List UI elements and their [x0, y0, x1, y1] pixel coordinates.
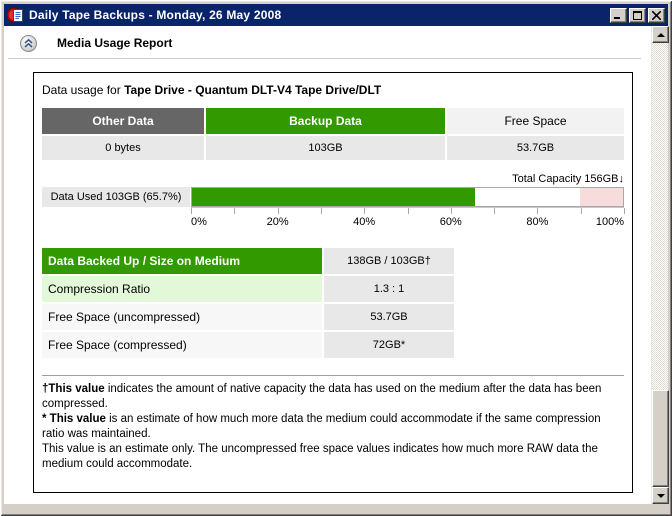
header-divider [8, 58, 641, 59]
axis-tick [191, 208, 192, 214]
report-header: Media Usage Report [4, 26, 651, 52]
detail-label-compression: Compression Ratio [42, 276, 322, 302]
usage-header-0: Other Data [42, 108, 204, 134]
usage-header-1: Backup Data [206, 108, 445, 134]
usage-header-row: Other Data Backup Data Free Space [42, 108, 624, 134]
axis-tick [277, 208, 279, 214]
maximize-button[interactable] [629, 7, 646, 23]
axis-tick [320, 208, 322, 214]
detail-label-backed-up: Data Backed Up / Size on Medium [42, 248, 322, 274]
footnote-asterisk: * This value is an estimate of how much … [42, 413, 601, 440]
footnote-dagger: †This value indicates the amount of nati… [42, 383, 602, 410]
axis-tick [624, 208, 625, 214]
usage-value-backup-data: 103GB [206, 136, 445, 160]
usage-header-2: Free Space [447, 108, 624, 134]
media-details-table: Data Backed Up / Size on Medium 138GB / … [42, 248, 624, 358]
usage-summary-table: Other Data Backup Data Free Space 0 byte… [42, 108, 624, 160]
usage-value-free-space: 53.7GB [447, 136, 624, 160]
axis-tick [234, 208, 236, 214]
window-title: Daily Tape Backups - Monday, 26 May 2008 [29, 8, 282, 22]
axis-tick [580, 208, 582, 214]
detail-value-free-compressed: 72GB* [324, 332, 454, 358]
double-chevron-up-icon [24, 38, 33, 48]
detail-label-free-compressed: Free Space (compressed) [42, 332, 322, 358]
footnotes: †This value indicates the amount of nati… [42, 382, 624, 472]
arrow-down-icon [656, 493, 665, 498]
footnote-divider [42, 375, 624, 376]
axis-tick [450, 208, 452, 214]
media-usage-panel: Data usage for Tape Drive - Quantum DLT-… [33, 72, 633, 493]
scroll-up-button[interactable] [652, 26, 669, 43]
title-bar[interactable]: Daily Tape Backups - Monday, 26 May 2008 [4, 4, 668, 26]
intro-device-name: Tape Drive - Quantum DLT-V4 Tape Drive/D… [124, 83, 382, 97]
bar-warning-segment [579, 188, 623, 206]
usage-gauge-bar [191, 187, 624, 207]
detail-value-free-uncompressed: 53.7GB [324, 304, 454, 330]
report-document-icon [6, 7, 25, 23]
axis-tick-label: 60% [439, 216, 462, 228]
usage-value-other-data: 0 bytes [42, 136, 204, 160]
arrow-up-icon [656, 32, 665, 37]
report-viewport: Media Usage Report Data usage for Tape D… [4, 26, 651, 504]
close-button[interactable] [648, 7, 665, 23]
detail-value-compression: 1.3 : 1 [324, 276, 454, 302]
axis-tick [407, 208, 409, 214]
minimize-button[interactable] [610, 7, 627, 23]
axis-tick [364, 208, 366, 214]
collapse-section-button[interactable] [20, 34, 37, 52]
axis-tick-label: 80% [526, 216, 549, 228]
total-capacity-label: Total Capacity 156GB↓ [512, 173, 624, 185]
axis-tick-label: 0% [191, 216, 207, 228]
bar-used-segment [192, 188, 476, 206]
axis-tick [494, 208, 496, 214]
intro-prefix: Data usage for [42, 83, 125, 97]
axis-tick-label: 40% [353, 216, 376, 228]
axis-ticks [191, 207, 625, 215]
table-row: Compression Ratio 1.3 : 1 [42, 276, 624, 302]
vertical-scrollbar[interactable] [651, 26, 669, 504]
usage-gauge: Data Used 103GB (65.7%) [42, 187, 624, 207]
data-usage-intro: Data usage for Tape Drive - Quantum DLT-… [42, 83, 624, 97]
detail-value-backed-up: 138GB / 103GB† [324, 248, 454, 274]
table-row: Free Space (compressed) 72GB* [42, 332, 624, 358]
detail-label-free-uncompressed: Free Space (uncompressed) [42, 304, 322, 330]
axis-labels: 0% 20% 40% 60% 80% 100% [191, 215, 624, 229]
scrollbar-thumb[interactable] [652, 390, 669, 487]
axis-tick-label: 100% [595, 216, 624, 228]
table-row: Free Space (uncompressed) 53.7GB [42, 304, 624, 330]
content-area: Media Usage Report Data usage for Tape D… [4, 26, 669, 504]
axis-tick [537, 208, 539, 214]
axis-tick-label: 20% [266, 216, 289, 228]
table-row: Data Backed Up / Size on Medium 138GB / … [42, 248, 624, 274]
data-used-label: Data Used 103GB (65.7%) [42, 187, 190, 207]
usage-values-row: 0 bytes 103GB 53.7GB [42, 136, 624, 160]
scroll-down-button[interactable] [652, 487, 669, 504]
section-title: Media Usage Report [57, 36, 173, 50]
footnote-estimate: This value is an estimate only. The unco… [42, 443, 598, 470]
gauge-axis: 0% 20% 40% 60% 80% 100% [191, 207, 625, 229]
